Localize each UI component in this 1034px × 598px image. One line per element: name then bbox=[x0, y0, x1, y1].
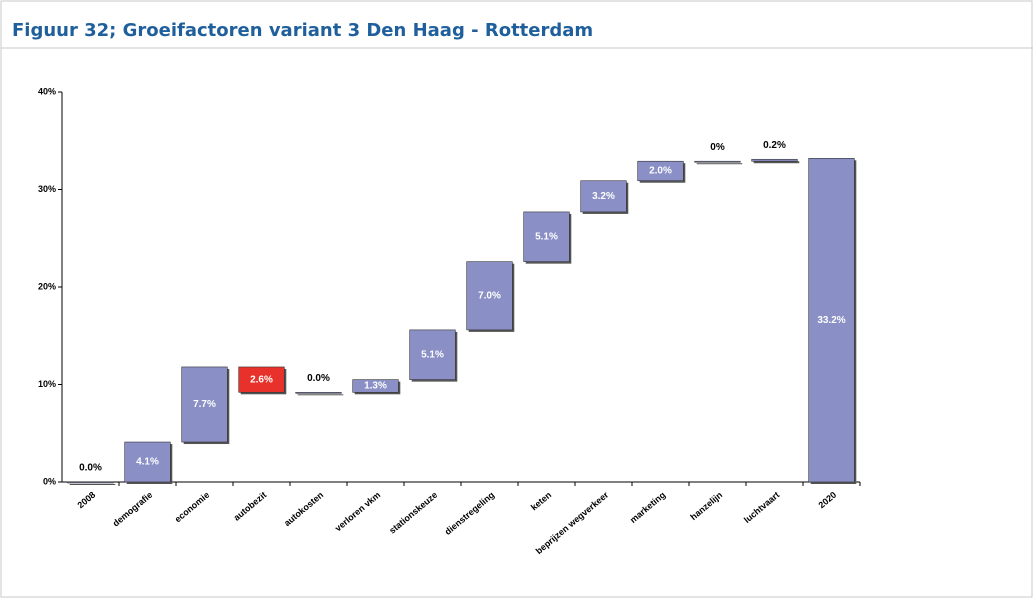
bar bbox=[637, 160, 684, 182]
data-label: 0.2% bbox=[763, 140, 786, 151]
bar bbox=[523, 211, 570, 262]
data-label: 5.1% bbox=[421, 349, 444, 360]
bar-shadow bbox=[297, 394, 344, 396]
data-label: 1.3% bbox=[364, 381, 387, 392]
bar bbox=[694, 160, 741, 163]
data-label: 2.6% bbox=[250, 374, 273, 385]
bar bbox=[352, 379, 399, 393]
bar-shadow bbox=[69, 484, 116, 485]
data-label: 4.1% bbox=[136, 457, 159, 468]
data-label: 7.0% bbox=[478, 290, 501, 301]
data-label: 7.7% bbox=[193, 399, 216, 410]
bar bbox=[409, 329, 456, 380]
bar bbox=[295, 391, 342, 394]
y-tick-label: 0% bbox=[43, 476, 56, 486]
data-label: 2.0% bbox=[649, 166, 672, 177]
y-tick-label: 40% bbox=[38, 86, 56, 96]
bar bbox=[124, 441, 171, 483]
y-tick-label: 10% bbox=[38, 379, 56, 389]
bar bbox=[580, 180, 627, 213]
bar-shadow bbox=[753, 161, 800, 164]
data-label: 0.0% bbox=[307, 373, 330, 384]
data-label: 33.2% bbox=[817, 315, 845, 326]
chart-title: Figuur 32; Groeifactoren variant 3 Den H… bbox=[12, 20, 593, 41]
bar-shadow bbox=[696, 163, 743, 165]
bar bbox=[67, 481, 114, 484]
y-tick-label: 20% bbox=[38, 281, 56, 291]
data-label: 0% bbox=[710, 142, 725, 153]
bar bbox=[466, 261, 513, 331]
data-label: 0.0% bbox=[79, 463, 102, 474]
bar bbox=[181, 366, 228, 443]
bar bbox=[808, 158, 855, 483]
bar bbox=[238, 366, 285, 393]
data-label: 3.2% bbox=[592, 191, 615, 202]
bar bbox=[751, 158, 798, 162]
data-label: 5.1% bbox=[535, 231, 558, 242]
y-tick-label: 30% bbox=[38, 184, 56, 194]
